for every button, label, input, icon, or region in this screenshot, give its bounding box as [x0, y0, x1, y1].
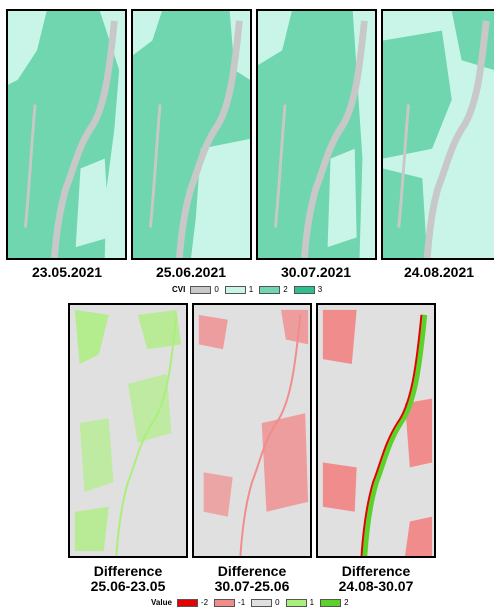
difference-label-line2: 24.08-30.07: [338, 578, 414, 594]
difference-label-line2: 25.06-23.05: [90, 578, 166, 594]
date-label-2: 25.06.2021: [155, 264, 227, 280]
difference-label-line1: Difference: [217, 563, 287, 579]
date-label-3: 30.07.2021: [280, 264, 352, 280]
cvi-map-2: [131, 9, 252, 260]
difference-label-1: Difference 25.06-23.05: [65, 564, 191, 594]
difference-label-line1: Difference: [93, 563, 163, 579]
difference-label-line2: 30.07-25.06: [214, 578, 290, 594]
value-legend-swatch: [176, 598, 198, 607]
cvi-map-4: [381, 9, 494, 260]
value-legend-title: Value: [151, 598, 172, 607]
difference-map-3: [316, 303, 436, 558]
value-legend-label: -1: [238, 598, 246, 607]
cvi-legend-label: 3: [317, 285, 323, 294]
value-legend-swatch: [251, 598, 273, 607]
cvi-legend: CVI 0 1 2 3: [172, 285, 328, 294]
value-legend-label: 2: [344, 598, 349, 607]
date-label-1: 23.05.2021: [31, 264, 103, 280]
difference-map-2: [192, 303, 312, 558]
cvi-legend-label: 0: [214, 285, 219, 294]
difference-label-2: Difference 30.07-25.06: [189, 564, 315, 594]
cvi-legend-label: 1: [248, 285, 254, 294]
difference-label-3: Difference 24.08-30.07: [313, 564, 439, 594]
difference-label-line1: Difference: [341, 563, 411, 579]
value-legend: Value -2 -1 0 1 2: [151, 598, 355, 607]
cvi-map-3: [256, 9, 377, 260]
value-legend-swatch: [320, 598, 342, 607]
date-label-4: 24.08.2021: [403, 264, 475, 280]
cvi-legend-swatch: [190, 285, 212, 294]
cvi-legend-swatch: [224, 285, 246, 294]
difference-map-1: [68, 303, 188, 558]
value-legend-label: 1: [309, 598, 315, 607]
value-legend-swatch: [214, 598, 236, 607]
cvi-legend-swatch: [259, 285, 281, 294]
value-legend-label: -2: [200, 598, 209, 607]
cvi-legend-label: 2: [283, 285, 288, 294]
cvi-legend-swatch: [293, 285, 315, 294]
cvi-map-1: [6, 9, 127, 260]
value-legend-swatch: [285, 598, 307, 607]
value-legend-label: 0: [275, 598, 280, 607]
cvi-legend-title: CVI: [172, 285, 186, 294]
